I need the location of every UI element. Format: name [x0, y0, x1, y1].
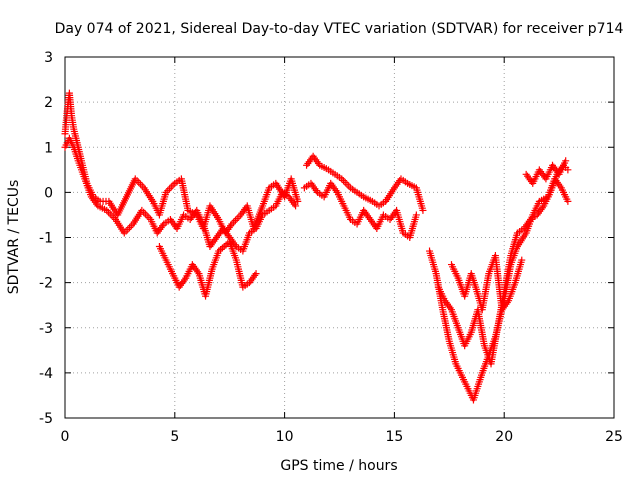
x-tick-label: 5 [170, 429, 179, 445]
series-track-i [522, 157, 570, 187]
x-tick-label: 15 [385, 429, 403, 445]
x-tick-label: 25 [605, 429, 623, 445]
data-point [126, 224, 134, 232]
data-point [230, 218, 238, 226]
y-tick-label: 1 [44, 140, 53, 156]
series-track-c [155, 238, 260, 300]
data-layer [61, 89, 572, 404]
data-point [518, 256, 526, 264]
data-point [135, 178, 143, 186]
x-tick-label: 0 [61, 429, 70, 445]
data-point [345, 182, 353, 190]
data-point [412, 211, 420, 219]
grid [65, 57, 614, 418]
y-tick-label: 0 [44, 185, 53, 201]
series-track-b [61, 134, 300, 255]
x-axis-label: GPS time / hours [280, 458, 397, 474]
y-tick-label: -2 [39, 276, 53, 292]
series-track-e [300, 179, 420, 241]
data-point [564, 166, 572, 174]
data-point [141, 210, 149, 218]
data-point [564, 197, 572, 205]
data-point [252, 270, 260, 278]
data-point [419, 206, 427, 214]
series-track-h [447, 252, 526, 314]
axis-ticks [64, 56, 615, 419]
tick-labels: 0 5 10 15 20 25 -5 -4 -3 -2 -1 0 1 2 3 [39, 50, 623, 445]
series-track-d [303, 152, 427, 214]
data-point [292, 202, 300, 210]
data-point [233, 215, 241, 223]
x-tick-label: 20 [495, 429, 513, 445]
data-point [294, 197, 302, 205]
chart-title: Day 074 of 2021, Sidereal Day-to-day VTE… [55, 21, 624, 37]
y-tick-label: -5 [39, 411, 53, 427]
y-tick-label: -4 [39, 366, 53, 382]
data-point [124, 225, 132, 233]
data-point [343, 180, 351, 188]
data-point [143, 212, 151, 220]
data-point [562, 157, 570, 165]
y-tick-label: -3 [39, 321, 53, 337]
y-tick-label: 2 [44, 95, 53, 111]
data-point [231, 216, 239, 224]
data-point [169, 181, 177, 189]
y-tick-label: -1 [39, 231, 53, 247]
data-point [166, 185, 174, 193]
data-point [137, 180, 145, 188]
y-tick-label: 3 [44, 50, 53, 66]
data-point [235, 213, 243, 221]
data-point [341, 178, 349, 186]
y-axis-label: SDTVAR / TECUs [6, 180, 22, 295]
series-track-g [434, 161, 572, 368]
data-point [167, 183, 175, 191]
data-point [339, 177, 347, 185]
plot-frame [64, 56, 615, 419]
x-tick-label: 10 [276, 429, 294, 445]
